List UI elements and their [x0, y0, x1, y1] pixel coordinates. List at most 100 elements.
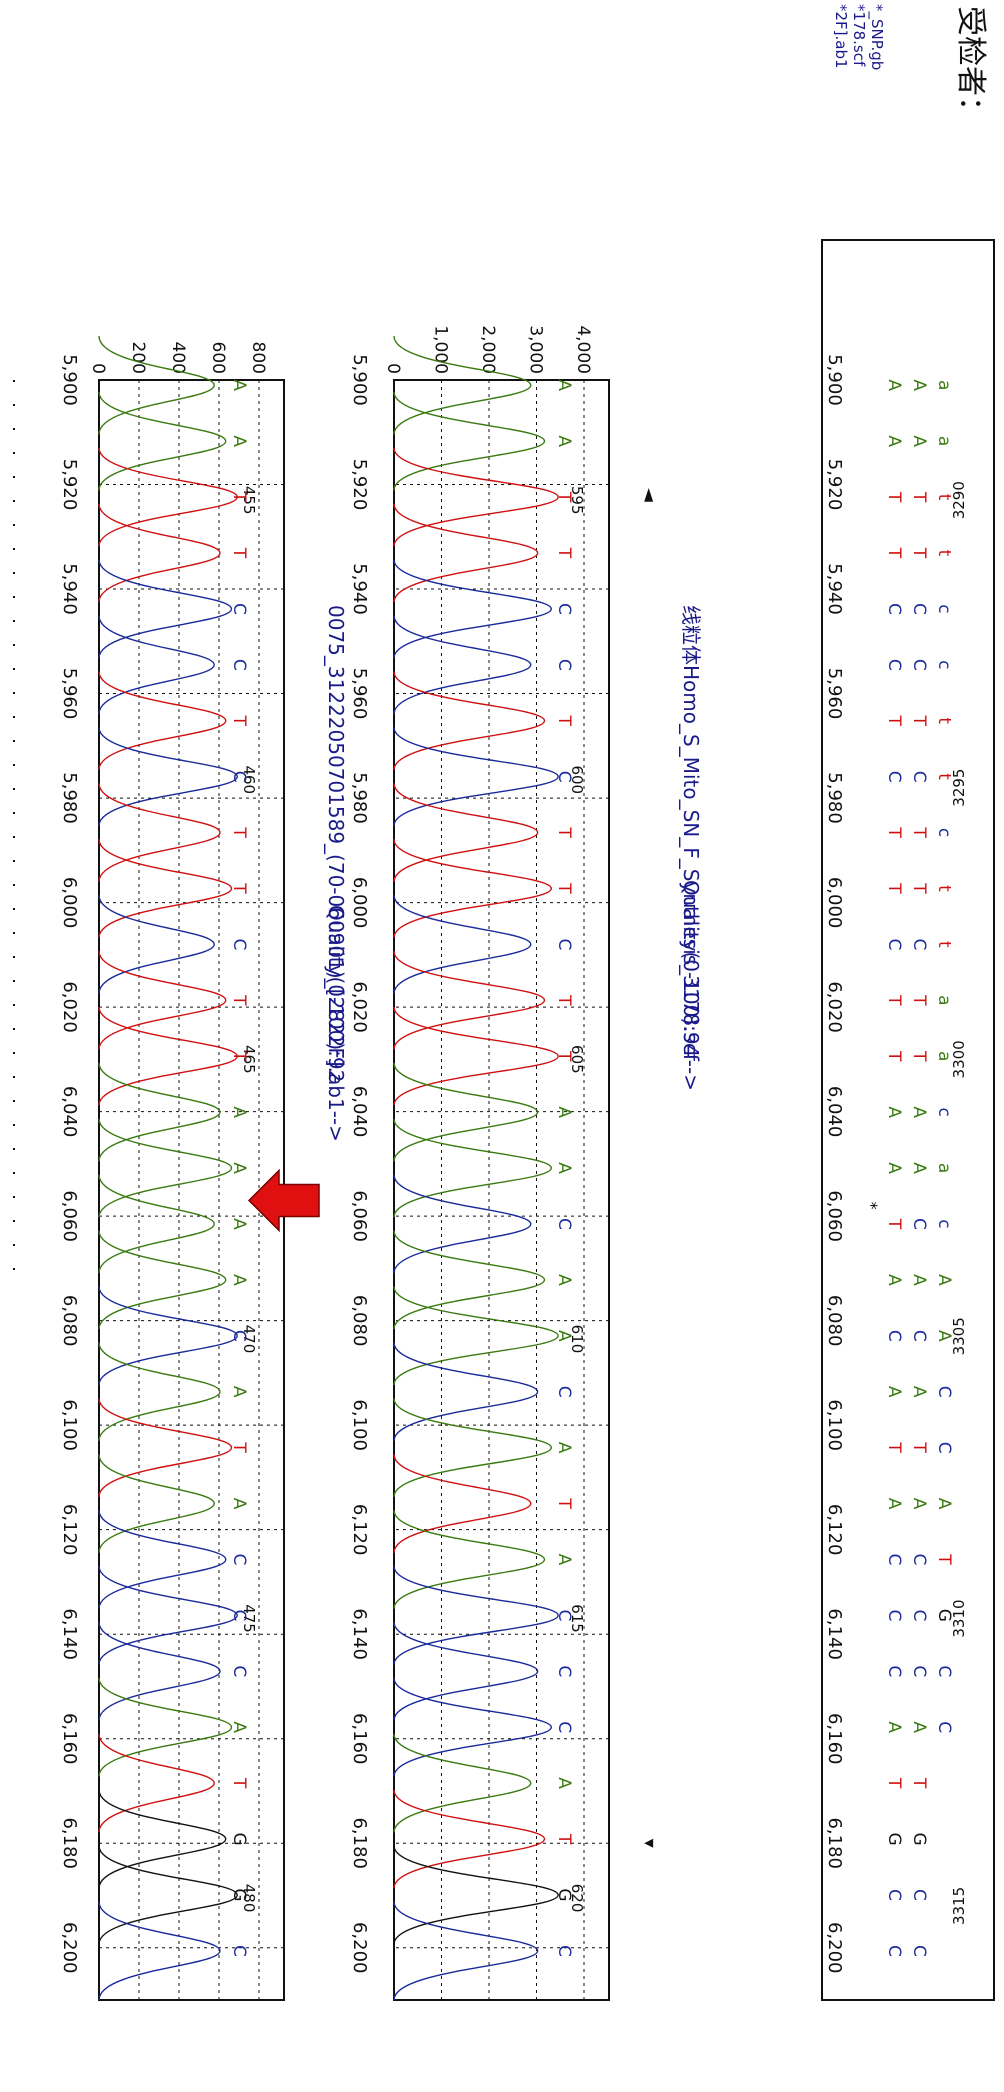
alignment-base: C [884, 1889, 904, 1901]
alignment-base: C [909, 1945, 929, 1957]
peak-trace [98, 1398, 233, 1497]
base-call: T [554, 1050, 574, 1062]
peak-trace [98, 1342, 221, 1442]
alignment-base: A [884, 1106, 904, 1118]
base-call: T [554, 1497, 574, 1509]
base-call: T [554, 547, 574, 559]
alignment-base: A [884, 1498, 904, 1510]
alignment-base: A [884, 1386, 904, 1398]
base-call: T [229, 882, 249, 894]
peak-trace [393, 1789, 546, 1889]
base-number: 475 [240, 1604, 258, 1633]
base-call: A [554, 1330, 574, 1342]
alignment-base: C [934, 1665, 954, 1677]
alignment-base: T [884, 826, 904, 838]
ref-number: 3295 [950, 769, 968, 807]
alignment-base: C [909, 1665, 929, 1677]
x-tick-label: 6,060 [59, 1190, 80, 1242]
base-call: C [554, 603, 574, 615]
x-tick-label: 5,920 [349, 459, 370, 511]
alignment-base: A [884, 1274, 904, 1286]
peak-trace [98, 727, 238, 826]
peak-trace [98, 447, 238, 547]
peak-trace [98, 1733, 215, 1833]
highlight-arrow-icon [247, 1168, 320, 1233]
base-call: C [554, 938, 574, 950]
peak-trace [98, 1174, 215, 1274]
base-call: A [554, 1162, 574, 1174]
alignment-base: a [934, 1163, 954, 1173]
alignment-base: T [909, 1050, 929, 1062]
alignment-base: C [909, 1609, 929, 1621]
peak-trace [393, 895, 532, 994]
peak-trace [393, 1901, 539, 2001]
base-call: C [229, 1609, 249, 1621]
peak-trace [98, 1566, 238, 1665]
base-call: A [229, 1162, 249, 1174]
scroll-right-icon: ▾ [639, 1839, 660, 1848]
base-number: 620 [568, 1884, 586, 1913]
alignment-base: C [884, 1554, 904, 1566]
base-call: C [554, 1665, 574, 1677]
peak-trace [98, 1230, 227, 1330]
alignment-base: T [884, 491, 904, 503]
alignment-x-tick-label: 6,060 [824, 1190, 845, 1242]
alignment-base: C [934, 1721, 954, 1733]
x-tick-label: 6,040 [349, 1086, 370, 1138]
x-tick-label: 6,020 [59, 981, 80, 1033]
ref-number: 3310 [950, 1599, 968, 1637]
peak-trace [393, 1845, 559, 1945]
peak-trace [393, 1286, 559, 1386]
alignment-base: c [934, 1219, 954, 1228]
alignment-base: A [909, 379, 929, 391]
base-call: A [229, 1498, 249, 1510]
base-call: A [554, 1442, 574, 1454]
alignment-base: t [934, 717, 954, 724]
alignment-base: C [884, 659, 904, 671]
alignment-base: G [934, 1609, 954, 1622]
alignment-x-tick-label: 5,960 [824, 668, 845, 720]
x-tick-label: 5,960 [349, 668, 370, 720]
base-call: A [229, 1218, 249, 1230]
peak-trace [393, 1454, 532, 1553]
base-number: 605 [568, 1045, 586, 1074]
x-tick-label: 5,920 [59, 459, 80, 511]
y-tick-label: 600 [208, 342, 228, 374]
x-tick-label: 6,160 [349, 1713, 370, 1765]
base-call: A [229, 1721, 249, 1733]
peak-trace [98, 1621, 221, 1721]
x-tick-label: 5,960 [59, 668, 80, 720]
alignment-base: A [909, 1721, 929, 1733]
y-tick-label: 0 [88, 363, 108, 374]
alignment-base: T [884, 1441, 904, 1453]
x-tick-label: 6,060 [349, 1190, 370, 1242]
scroll-left-icon: ◄ [639, 488, 660, 502]
alignment-base: a [934, 1051, 954, 1061]
alignment-base: A [884, 379, 904, 391]
variant-marker: * [862, 1202, 881, 1210]
alignment-base: C [909, 659, 929, 671]
x-tick-label: 6,140 [59, 1608, 80, 1660]
alignment-base: T [909, 882, 929, 894]
base-call: A [554, 1274, 574, 1286]
alignment-x-tick-label: 6,020 [824, 981, 845, 1033]
x-tick-label: 6,200 [59, 1922, 80, 1974]
base-call: T [554, 882, 574, 894]
y-tick-label: 4,000 [573, 325, 593, 374]
base-number: 470 [240, 1325, 258, 1354]
peak-trace [98, 839, 233, 938]
x-tick-label: 5,980 [59, 772, 80, 824]
alignment-base: C [934, 1442, 954, 1454]
base-call: T [229, 826, 249, 838]
alignment-base: C [909, 1554, 929, 1566]
chromatogram-quality: Quality(0-100):94 [679, 880, 703, 1057]
base-call: A [554, 1777, 574, 1789]
base-number: 480 [240, 1884, 258, 1913]
peak-trace [98, 1118, 233, 1218]
alignment-base: c [934, 604, 954, 613]
alignment-base: C [909, 1218, 929, 1230]
base-call: T [229, 1441, 249, 1453]
y-tick-label: 0 [383, 363, 403, 374]
